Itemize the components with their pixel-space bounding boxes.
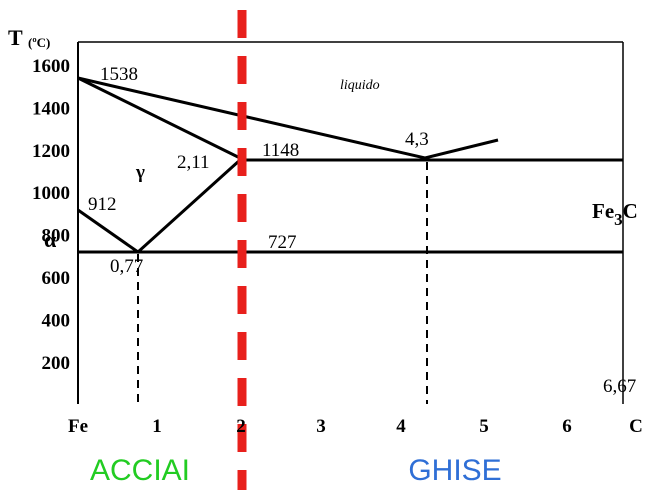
fe3c-end: C (623, 199, 638, 223)
annotation: Fe3C (592, 199, 638, 229)
annotation: 912 (88, 194, 117, 215)
axis-unit: (ºC) (28, 35, 50, 50)
x-tick-label: 3 (316, 416, 326, 437)
y-tick-label: 600 (42, 268, 71, 289)
annotation: 4,3 (405, 129, 429, 150)
x-tick-label: 5 (479, 416, 489, 437)
x-tick-label: Fe (68, 416, 88, 437)
fe3c-sub: 3 (614, 210, 623, 229)
y-tick-label: 1400 (32, 98, 70, 119)
annotation: 1148 (262, 140, 299, 161)
y-tick-label: 800 (42, 226, 71, 247)
region-label: ACCIAI (90, 454, 190, 487)
annotation: 2,11 (177, 152, 210, 173)
dashed-lines (137, 162, 428, 404)
x-tick-label: 6 (562, 416, 572, 437)
y-tick-label: 400 (42, 310, 71, 331)
annotation: 6,67 (603, 376, 636, 397)
annotation: α (44, 227, 57, 252)
y-tick-label: 1000 (32, 183, 70, 204)
annotation: 0,77 (110, 256, 143, 277)
y-tick-label: 1200 (32, 141, 70, 162)
x-tick-label: C (629, 416, 643, 437)
annotation: 727 (268, 232, 297, 253)
annotation: γ (135, 162, 145, 183)
y-tick-label: 1600 (32, 56, 70, 77)
fe3c-base: Fe (592, 199, 614, 223)
x-tick-label: 4 (396, 416, 406, 437)
annotation: 1538 (100, 64, 138, 85)
annotation: liquido (340, 78, 380, 93)
x-tick-label: 2 (236, 416, 246, 437)
y-tick-label: 200 (42, 353, 71, 374)
x-tick-label: 1 (152, 416, 162, 437)
axis-title: T (8, 25, 23, 50)
phase-lines (77, 76, 623, 254)
frame (77, 41, 624, 404)
region-label: GHISE (408, 454, 501, 487)
